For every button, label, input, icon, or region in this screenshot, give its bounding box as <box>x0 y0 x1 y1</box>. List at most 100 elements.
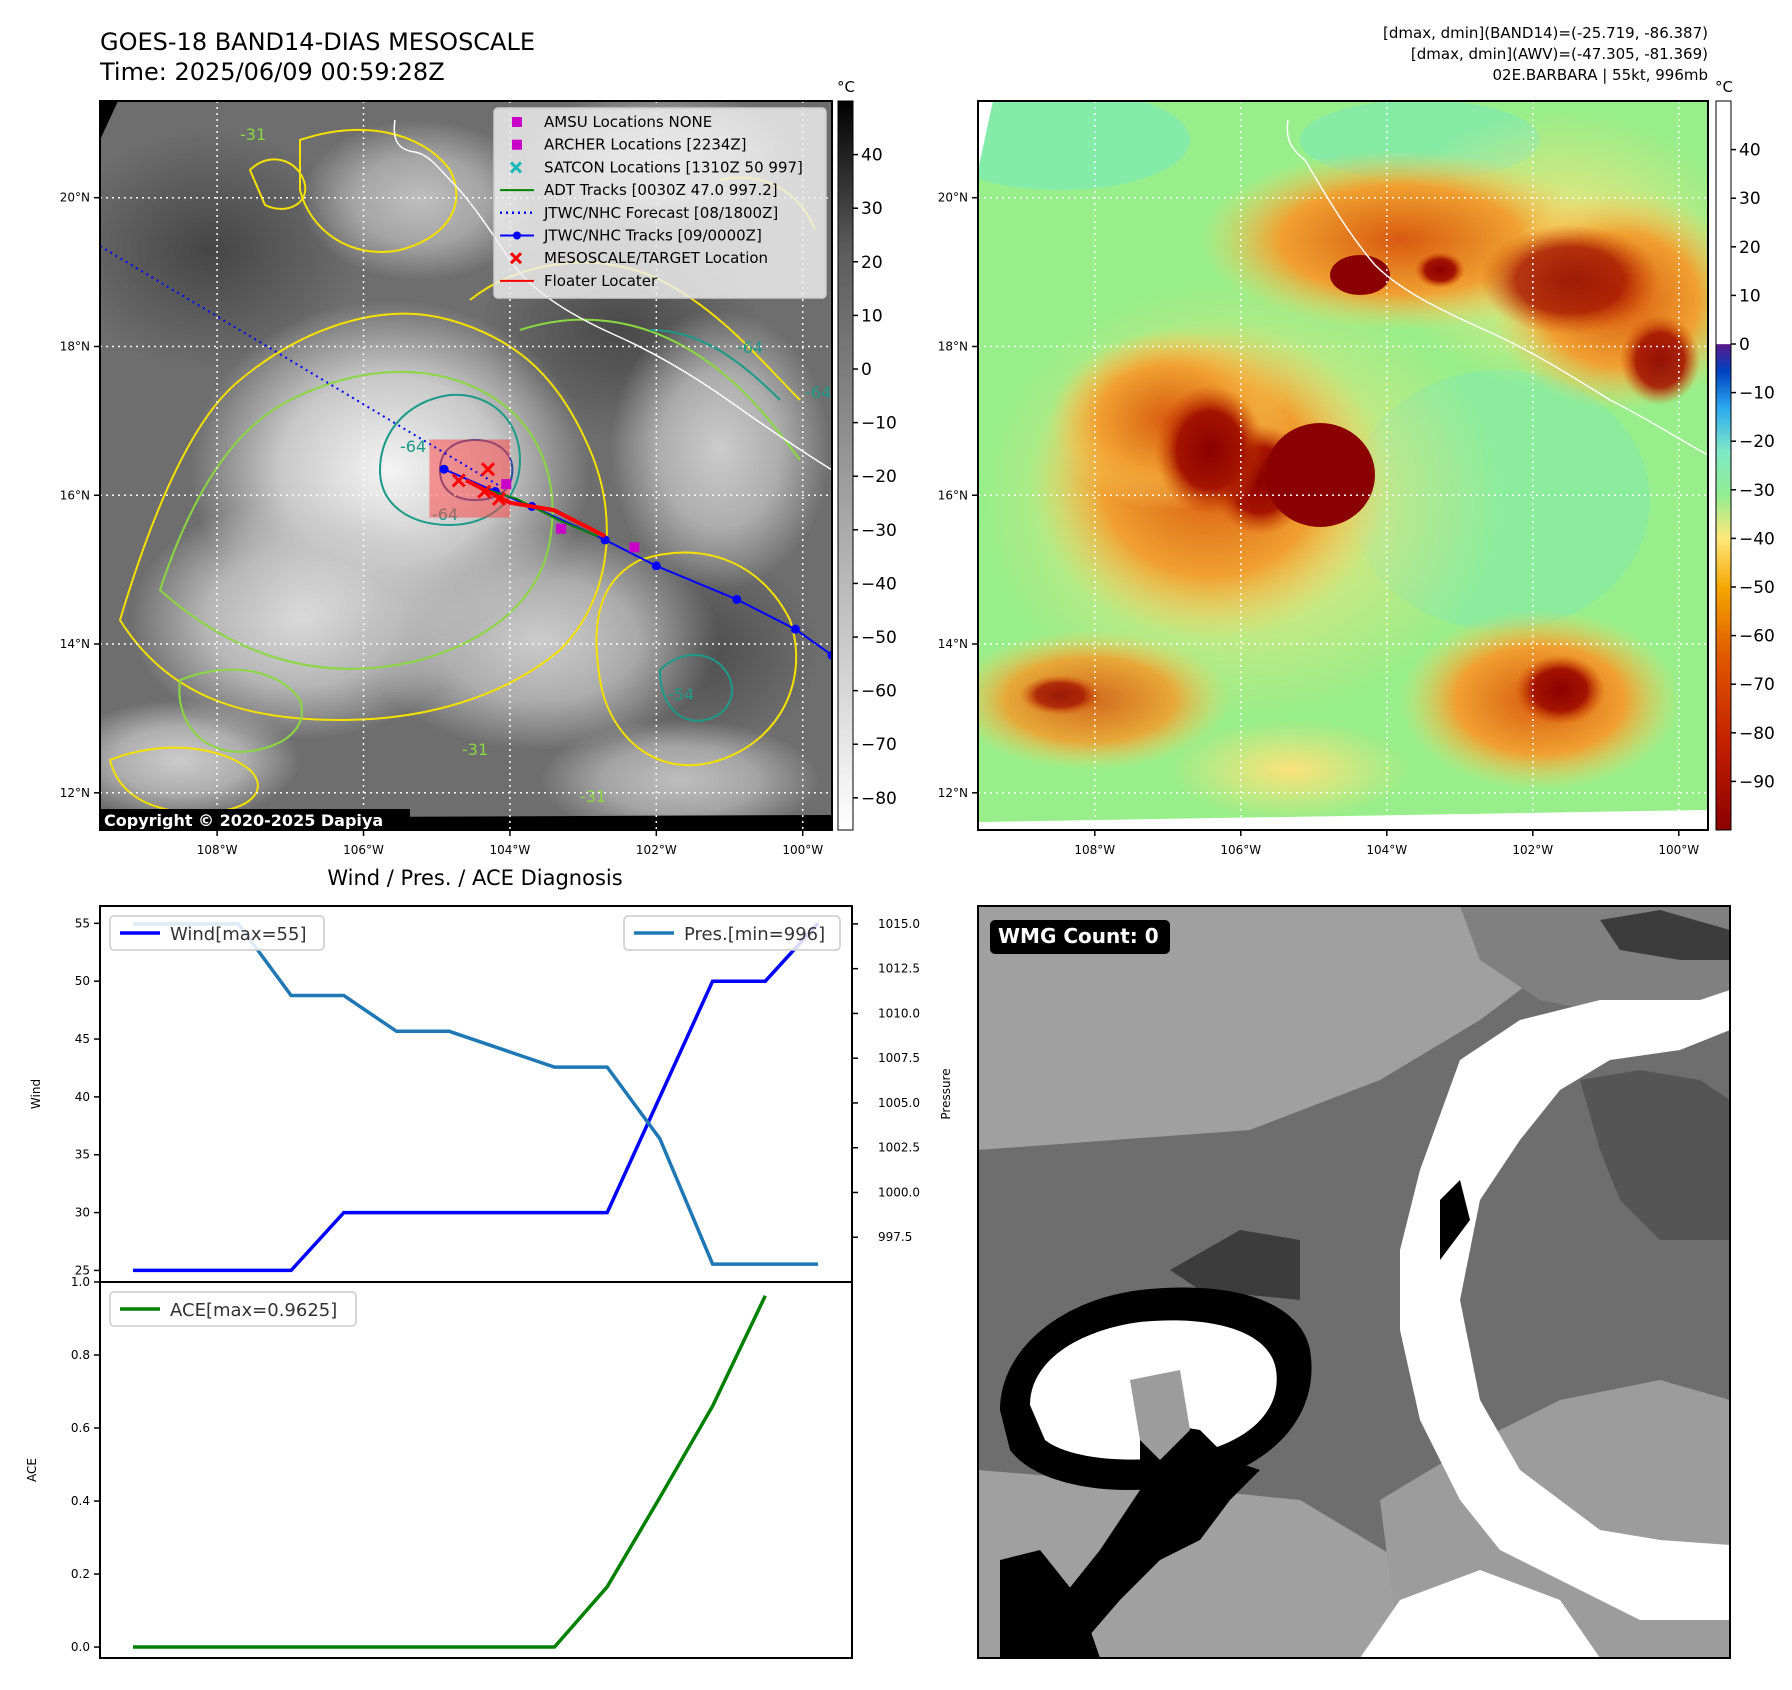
ace-legend: ACE[max=0.9625] <box>109 1291 357 1327</box>
wv-lon-tick-label: 100°W <box>1658 843 1699 857</box>
ir-colorbar-label: −70 <box>861 735 897 755</box>
wind-tick-label: 30 <box>75 1206 90 1220</box>
wv-lat-tick-label: 18°N <box>938 339 968 353</box>
ir-lon-tick-label: 100°W <box>782 843 823 857</box>
pressure-legend-label: Pres.[min=996] <box>684 924 825 945</box>
ir-lon-tick-label: 106°W <box>343 843 384 857</box>
wind-tick-label: 50 <box>75 974 90 988</box>
wmg-imagery <box>978 906 1730 1658</box>
ir-colorbar-label: 10 <box>861 306 883 326</box>
wv-colorbar-label: −80 <box>1739 724 1775 744</box>
wv-lat-tick-label: 16°N <box>938 488 968 502</box>
ir-colorbar-label: 0 <box>861 360 872 380</box>
storm-info: 02E.BARBARA | 55kt, 996mb <box>1493 66 1708 84</box>
diagnosis-panel: Wind / Pres. / ACE Diagnosis 55 50 45 40 35 3… <box>25 866 953 1659</box>
wv-lon-tick-label: 102°W <box>1512 843 1553 857</box>
legend-item: MESOSCALE/TARGET Location <box>509 249 768 267</box>
wind-legend-label: Wind[max=55] <box>170 924 307 945</box>
legend-item: JTWC/NHC Forecast [08/1800Z] <box>500 204 778 222</box>
legend-label: Floater Locater <box>544 272 658 290</box>
ace-series-line <box>133 1294 767 1649</box>
wv-colorbar-label: −10 <box>1739 384 1775 404</box>
mesoscale-point <box>491 491 507 507</box>
ir-colorbar-label: 40 <box>861 146 883 166</box>
wv-colorbar-unit: °C <box>1715 78 1733 96</box>
ir-colorbar-label: 20 <box>861 253 883 273</box>
svg-text:-64: -64 <box>400 437 426 456</box>
wind-legend: Wind[max=55] <box>109 915 325 951</box>
ace-axis-label: ACE <box>25 1458 39 1482</box>
wv-gridlines <box>978 101 1708 830</box>
wv-colorbar-label: 40 <box>1739 141 1761 161</box>
nhc-track-point <box>732 594 742 604</box>
wind-series-line <box>133 922 820 1273</box>
ir-colorbar-label: −30 <box>861 521 897 541</box>
forecast-track <box>100 245 504 489</box>
archer-point <box>556 523 567 534</box>
copyright-text: Copyright © 2020-2025 Dapiya <box>104 811 383 830</box>
wv-lat-ticks: 20°N 18°N 16°N 14°N 12°N <box>938 191 978 800</box>
wv-colorbar-label: −50 <box>1739 578 1775 598</box>
svg-text:-31: -31 <box>580 787 606 806</box>
pressure-tick-label: 1012.5 <box>878 962 920 976</box>
legend-item: ARCHER Locations [2234Z] <box>512 136 747 154</box>
ace-axis-ticks: 1.0 0.8 0.6 0.4 0.2 0.0 <box>71 1275 100 1654</box>
legend-item: Floater Locater <box>500 272 658 290</box>
ace-legend-label: ACE[max=0.9625] <box>170 1300 337 1321</box>
wmg-frame <box>977 905 1731 1659</box>
pressure-tick-label: 1015.0 <box>878 917 920 931</box>
wv-lon-tick-label: 108°W <box>1074 843 1115 857</box>
wv-colorbar-label: −90 <box>1739 772 1775 792</box>
archer-points <box>501 479 640 553</box>
wv-map-panel: 108°W 106°W 104°W 102°W 100°W 20°N 18°N 16°N 14… <box>938 78 1775 857</box>
mesoscale-point <box>480 462 496 477</box>
legend-label: SATCON Locations [1310Z 50 997] <box>544 158 803 176</box>
ace-tick-label: 0.4 <box>71 1494 90 1508</box>
wind-tick-label: 45 <box>75 1032 90 1046</box>
stats-awv: [dmax, dmin](AWV)=(-47.305, -81.369) <box>1411 45 1708 63</box>
ace-tick-label: 1.0 <box>71 1275 90 1289</box>
ir-legend: AMSU Locations NONE ARCHER Locations [223… <box>493 107 827 299</box>
legend-marker-x <box>509 252 523 265</box>
nhc-track-point <box>439 464 449 474</box>
legend-label: ADT Tracks [0030Z 47.0 997.2] <box>544 181 778 199</box>
ir-map-panel: -64 -64 -64 -31 -31 -31 -64 -54 <box>60 78 897 857</box>
wv-colorbar-label: 20 <box>1739 238 1761 258</box>
pressure-tick-label: 1000.0 <box>878 1185 920 1199</box>
wv-imagery <box>978 101 1708 830</box>
archer-point <box>629 542 640 553</box>
ir-colorbar-unit: °C <box>837 78 855 96</box>
ir-lat-ticks: 20°N 18°N 16°N 14°N 12°N <box>60 191 100 800</box>
wind-pres-frame <box>99 905 853 1283</box>
svg-text:-64: -64 <box>737 338 763 357</box>
figure-title: GOES-18 BAND14-DIAS MESOSCALE <box>100 28 535 56</box>
ir-lon-tick-label: 104°W <box>490 843 531 857</box>
wv-lat-tick-label: 14°N <box>938 637 968 651</box>
floater-track <box>465 478 607 538</box>
ir-frame <box>99 100 833 831</box>
ir-colorbar-label: −10 <box>861 414 897 434</box>
ir-lat-tick-label: 20°N <box>60 191 90 205</box>
ace-tick-label: 0.6 <box>71 1421 90 1435</box>
legend-label: JTWC/NHC Tracks [09/0000Z] <box>543 227 762 245</box>
pressure-legend: Pres.[min=996] <box>623 915 841 951</box>
wv-colorbar: °C 40 30 20 10 0 −10 −20 −30 −40 −50 −60 −70 −80 −90 <box>1715 78 1775 831</box>
pressure-tick-label: 1005.0 <box>878 1096 920 1110</box>
ir-colorbar-label: −40 <box>861 574 897 594</box>
ir-lat-tick-label: 16°N <box>60 488 90 502</box>
svg-text:-31: -31 <box>462 740 488 759</box>
nhc-track-point <box>790 624 800 634</box>
ir-lon-tick-label: 108°W <box>197 843 238 857</box>
legend-item: AMSU Locations NONE <box>512 113 712 131</box>
ir-colorbar-label: −20 <box>861 467 897 487</box>
wv-lon-tick-label: 104°W <box>1366 843 1407 857</box>
ir-contour-labels: -64 -64 -64 -31 -31 -31 -64 -54 <box>240 125 831 806</box>
pressure-tick-label: 1010.0 <box>878 1006 920 1020</box>
adt-track <box>480 486 599 538</box>
wv-colorbar-label: 0 <box>1739 335 1750 355</box>
ir-lat-tick-label: 18°N <box>60 339 90 353</box>
legend-item: JTWC/NHC Tracks [09/0000Z] <box>500 227 762 245</box>
ir-lon-tick-label: 102°W <box>636 843 677 857</box>
pressure-tick-label: 1002.5 <box>878 1141 920 1155</box>
copyright-bg <box>100 809 410 830</box>
